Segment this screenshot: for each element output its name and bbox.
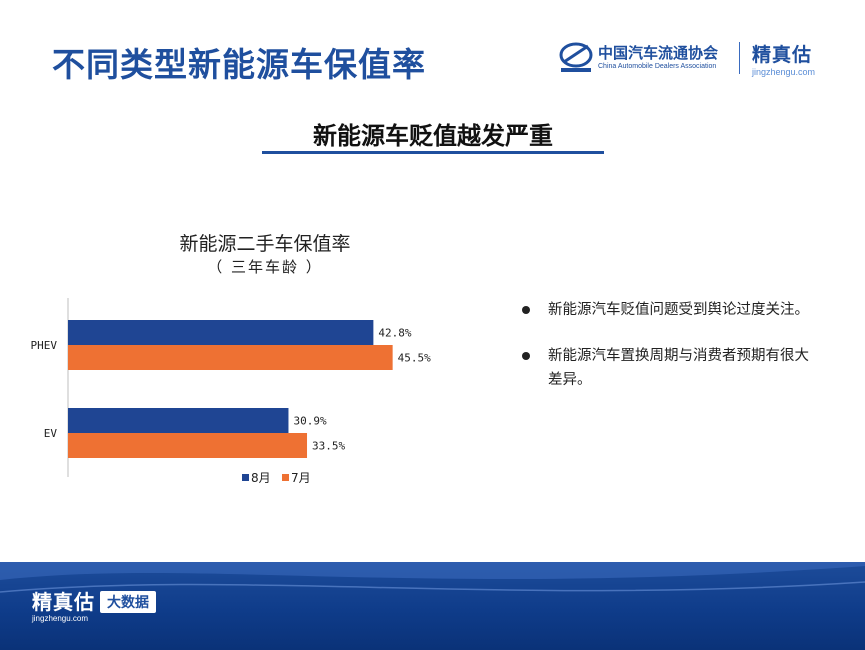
footer-logo-en: jingzhengu.com — [32, 614, 89, 623]
caada-logo: 中国汽车流通协会 China Automobile Dealers Associ… — [558, 38, 728, 78]
jingzhengu-logo-cn: 精真估 — [752, 44, 813, 66]
footer-banner: 精真估 jingzhengu.com 大数据 — [0, 562, 865, 650]
jingzhengu-logo: 精真估 jingzhengu.com — [752, 40, 815, 77]
footer-badge: 大数据 — [100, 591, 156, 613]
data-label: 33.5% — [312, 440, 345, 453]
jingzhengu-logo-en: jingzhengu.com — [752, 67, 816, 77]
data-label: 30.9% — [293, 415, 326, 428]
footer-logo: 精真估 jingzhengu.com — [32, 586, 95, 623]
bullet-item: 新能源汽车贬值问题受到舆论过度关注。 — [522, 298, 822, 322]
data-label: 45.5% — [398, 352, 431, 365]
bullet-list: 新能源汽车贬值问题受到舆论过度关注。 新能源汽车置换周期与消费者预期有很大差异。 — [522, 298, 822, 414]
bar-ev-0 — [68, 408, 289, 433]
chart-subtitle: （ 三年车龄 ） — [207, 258, 323, 276]
section-subtitle: 新能源车贬值越发严重 — [313, 122, 553, 150]
page-title: 不同类型新能源车保值率 — [52, 45, 426, 84]
category-label: PHEV — [31, 339, 58, 352]
footer-wave-decoration — [0, 562, 865, 593]
caada-name-cn: 中国汽车流通协会 — [598, 44, 719, 62]
legend-label: 8月 — [251, 471, 271, 485]
legend-swatch — [242, 474, 249, 481]
legend-label: 7月 — [291, 471, 311, 485]
bar-ev-1 — [68, 433, 308, 458]
bullet-text: 新能源汽车贬值问题受到舆论过度关注。 — [548, 302, 809, 318]
bullet-dot-icon — [522, 352, 530, 360]
logo-divider — [739, 42, 740, 74]
category-label: EV — [44, 427, 58, 440]
bullet-text: 新能源汽车置换周期与消费者预期有很大差异。 — [548, 348, 809, 388]
data-label: 42.8% — [378, 327, 411, 340]
footer-logo-cn: 精真估 — [32, 590, 95, 614]
bar-phev-1 — [68, 345, 393, 370]
bullet-dot-icon — [522, 306, 530, 314]
caada-emblem-icon — [559, 42, 593, 72]
subtitle-underline — [262, 151, 604, 154]
bar-phev-0 — [68, 320, 374, 345]
caada-name-en: China Automobile Dealers Association — [598, 63, 717, 70]
chart-title: 新能源二手车保值率 — [179, 233, 351, 255]
bullet-item: 新能源汽车置换周期与消费者预期有很大差异。 — [522, 344, 822, 392]
legend-swatch — [282, 474, 289, 481]
